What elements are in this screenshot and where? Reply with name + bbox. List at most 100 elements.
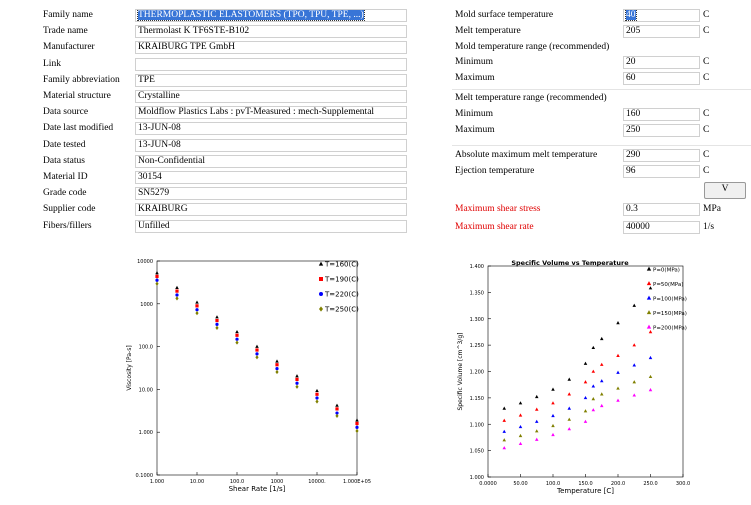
field-value[interactable]: 205 [623,25,700,38]
field-value[interactable]: 20 [623,56,700,69]
field-label: Maximum shear stress [455,204,541,214]
legend-label: T=190(C) [324,276,359,284]
field-label: Maximum [455,73,495,83]
unit: C [703,10,710,20]
legend-marker [646,281,652,286]
point [616,386,620,390]
field-label: Ejection temperature [455,166,535,176]
legend-label: T=250(C) [324,306,359,314]
point [315,388,319,393]
point [275,367,279,371]
field-value[interactable]: Crystalline [135,90,407,103]
legend-marker [319,277,323,281]
point [551,423,555,428]
point [534,394,539,399]
field-label: Family abbreviation [43,74,120,85]
field-text: 0.3 [626,204,638,214]
field-value[interactable]: 13-JUN-08 [135,122,407,136]
field-value[interactable]: 40 [623,9,700,22]
point [599,336,604,341]
legend-marker [646,310,652,315]
x-tick-label: 150.0 [578,481,592,487]
field-label: Family name [43,10,93,20]
field-text: 40000 [626,222,650,232]
field-text: KRAIBURG TPE GmbH [138,42,235,53]
point [175,293,179,297]
field-value[interactable]: 250 [623,124,700,137]
point [632,343,637,347]
legend-label: P=100(MPa) [653,297,687,303]
field-text: Crystalline [138,91,180,101]
field-value[interactable]: 60 [623,72,700,85]
separator [452,145,751,146]
point [632,380,637,384]
field-text: 30154 [138,172,162,182]
field-label: Maximum [455,125,495,135]
point [518,413,523,417]
x-axis-label: Temperature [C] [556,487,614,495]
field-value[interactable]: 13-JUN-08 [135,138,407,152]
point [502,406,507,410]
field-value[interactable]: TPE [135,73,407,87]
point [632,363,637,367]
legend-marker [319,306,323,312]
point [315,399,319,404]
point [215,318,219,323]
y-tick-label: 1.150 [470,396,484,402]
field-label: Manufacturer [43,42,95,53]
point [583,380,588,384]
button[interactable]: V [704,182,746,199]
point [616,398,620,402]
point [599,403,604,408]
field-value[interactable]: Non-Confidential [135,154,407,168]
field-value[interactable]: KRAIBURG TPE GmbH [135,41,407,55]
point [235,333,239,337]
section-heading: Mold temperature range (recommended) [455,42,610,52]
field-value[interactable]: 290 [623,149,700,162]
unit: MPa [703,204,721,214]
field-value[interactable]: 30154 [135,171,407,184]
point [648,388,653,392]
field-value[interactable]: 0.3 [623,203,700,216]
field-text: 13-JUN-08 [138,139,181,150]
x-axis-label: Shear Rate [1/s] [229,485,286,493]
legend-marker [319,292,323,296]
point [551,432,555,437]
point [355,428,359,434]
unit: C [703,125,710,135]
y-tick-label: 100.0 [139,345,153,351]
y-tick-label: 1.200 [470,370,484,376]
field-value[interactable]: 96 [623,165,700,178]
point [275,363,279,367]
field-value[interactable]: 160 [623,108,700,121]
field-value[interactable]: SN5279 [135,187,407,201]
field-value[interactable]: THERMOPLASTIC ELASTOMERS (TPO, TPU, TPE,… [135,9,407,22]
field-text: 96 [626,166,636,176]
legend-marker [646,266,652,271]
unit: C [703,26,710,36]
y-tick-label: 1.250 [470,343,484,349]
unit: C [703,57,710,67]
legend-label: T=220(C) [324,291,359,299]
field-value[interactable]: Moldflow Plastics Labs : pvT-Measured : … [135,106,407,120]
field-text: Moldflow Plastics Labs : pvT-Measured : … [138,107,375,118]
field-value[interactable]: 40000 [623,221,700,234]
point [567,417,572,421]
field-value[interactable]: Unfilled [135,219,407,233]
point [355,418,359,422]
unit: C [703,73,710,83]
field-value[interactable]: KRAIBURG [135,203,407,217]
field-text: Thermolast K TF6STE-B102 [138,26,250,37]
x-tick-label: 10.00 [190,479,204,485]
field-value[interactable] [135,57,407,71]
y-axis-label: Viscosity [Pa-s] [126,345,133,390]
point [335,413,339,419]
field-label: Minimum [455,57,494,67]
point [195,304,199,308]
point [155,281,159,286]
field-label: Maximum shear rate [455,222,534,232]
point [255,355,259,360]
field-label: Date last modified [43,123,114,134]
field-value[interactable]: Thermolast K TF6STE-B102 [135,25,407,39]
field-label: Grade code [43,188,87,199]
